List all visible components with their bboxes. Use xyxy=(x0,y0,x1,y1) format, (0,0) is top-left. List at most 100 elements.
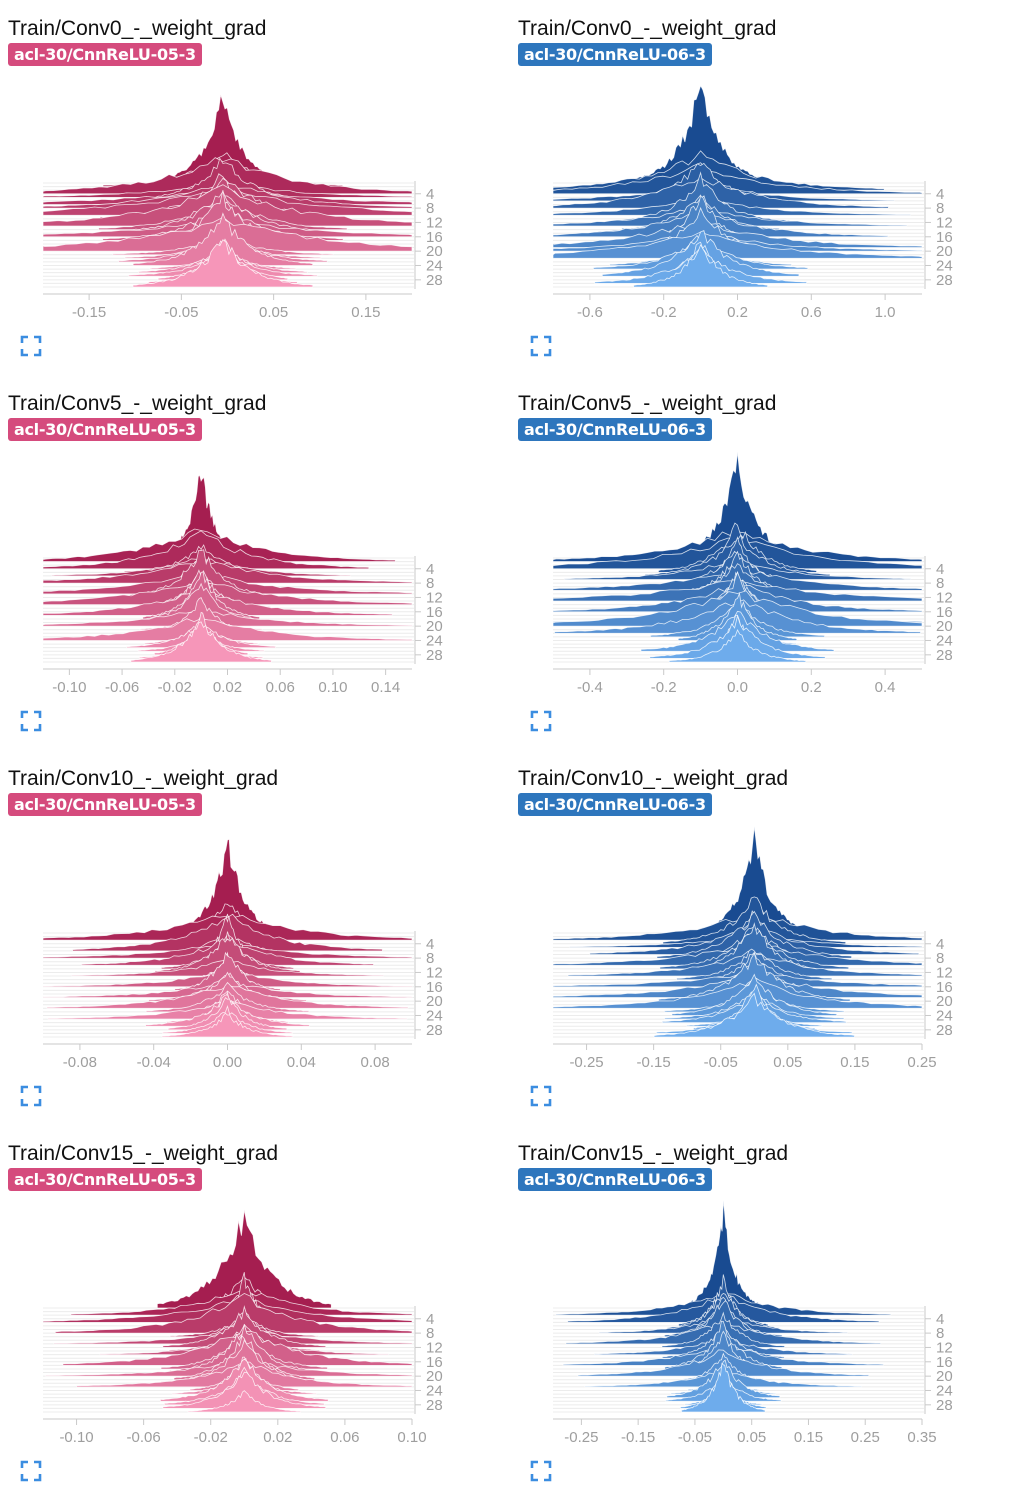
step-label: 16 xyxy=(936,604,953,621)
step-distribution xyxy=(686,1200,761,1309)
step-label: 12 xyxy=(936,589,953,606)
step-label: 12 xyxy=(936,1339,953,1356)
step-label: 12 xyxy=(426,214,443,231)
step-label: 4 xyxy=(426,561,434,578)
chart-title: Train/Conv10_-_weight_grad xyxy=(8,767,279,790)
step-label: 8 xyxy=(936,1325,944,1342)
x-tick-label: 0.15 xyxy=(840,1054,869,1071)
chart-title: Train/Conv15_-_weight_grad xyxy=(518,1142,789,1165)
histogram-card: Train/Conv0_-_weight_grad acl-30/CnnReLU-… xyxy=(510,0,1015,372)
step-label: 4 xyxy=(936,936,944,953)
x-tick-label: 0.08 xyxy=(360,1054,389,1071)
chart-title: Train/Conv5_-_weight_grad xyxy=(8,392,267,415)
step-label: 20 xyxy=(426,243,443,260)
step-label: 8 xyxy=(936,575,944,592)
fullscreen-icon[interactable] xyxy=(20,1460,42,1482)
x-tick-label: 0.15 xyxy=(794,1429,823,1446)
histogram-card: Train/Conv0_-_weight_grad acl-30/CnnReLU-… xyxy=(0,0,505,372)
step-label: 8 xyxy=(936,950,944,967)
fullscreen-icon[interactable] xyxy=(20,710,42,732)
step-distribution xyxy=(161,1012,294,1038)
x-tick-label: -0.25 xyxy=(569,1054,603,1071)
step-distribution xyxy=(187,1390,301,1413)
step-label: 4 xyxy=(426,186,434,203)
step-label: 24 xyxy=(426,257,443,274)
x-tick-label: 0.2 xyxy=(801,679,822,696)
step-distribution xyxy=(156,1209,332,1309)
x-tick-label: -0.15 xyxy=(621,1429,655,1446)
x-tick-label: -0.05 xyxy=(704,1054,738,1071)
step-distribution xyxy=(681,1362,766,1413)
x-tick-label: 0.4 xyxy=(875,679,896,696)
x-tick-label: -0.15 xyxy=(637,1054,671,1071)
run-badge: acl-30/CnnReLU-06-3 xyxy=(518,1168,712,1191)
step-label: 8 xyxy=(426,950,434,967)
step-label: 28 xyxy=(936,1022,953,1039)
fullscreen-icon[interactable] xyxy=(20,335,42,357)
step-label: 28 xyxy=(426,272,443,289)
x-tick-label: -0.10 xyxy=(59,1429,93,1446)
run-badge: acl-30/CnnReLU-06-3 xyxy=(518,43,712,66)
step-label: 8 xyxy=(426,1325,434,1342)
x-tick-label: 0.15 xyxy=(351,304,380,321)
fullscreen-icon[interactable] xyxy=(20,1085,42,1107)
step-label: 16 xyxy=(936,1354,953,1371)
step-label: 16 xyxy=(426,229,443,246)
fullscreen-icon[interactable] xyxy=(530,710,552,732)
fullscreen-icon[interactable] xyxy=(530,335,552,357)
step-label: 4 xyxy=(936,186,944,203)
run-badge: acl-30/CnnReLU-06-3 xyxy=(518,418,712,441)
step-distribution xyxy=(653,992,855,1038)
step-label: 28 xyxy=(426,1022,443,1039)
step-distribution xyxy=(552,177,889,209)
x-tick-label: -0.6 xyxy=(577,304,603,321)
x-tick-label: 0.10 xyxy=(318,679,347,696)
step-label: 12 xyxy=(426,964,443,981)
step-label: 24 xyxy=(426,632,443,649)
x-tick-label: -0.25 xyxy=(564,1429,598,1446)
step-label: 4 xyxy=(936,561,944,578)
chart-title: Train/Conv5_-_weight_grad xyxy=(518,392,777,415)
step-label: 16 xyxy=(426,604,443,621)
step-label: 16 xyxy=(426,1354,443,1371)
x-tick-label: -0.05 xyxy=(164,304,198,321)
histogram-card: Train/Conv10_-_weight_grad acl-30/CnnReLU… xyxy=(510,750,1015,1122)
step-label: 20 xyxy=(936,993,953,1010)
x-tick-label: -0.2 xyxy=(651,304,677,321)
step-label: 24 xyxy=(426,1382,443,1399)
x-tick-label: -0.15 xyxy=(72,304,106,321)
step-label: 28 xyxy=(936,272,953,289)
step-distribution xyxy=(42,581,413,606)
step-label: 16 xyxy=(936,979,953,996)
x-tick-label: 0.6 xyxy=(801,304,822,321)
x-tick-label: -0.08 xyxy=(63,1054,97,1071)
x-tick-label: 0.25 xyxy=(851,1429,880,1446)
step-label: 12 xyxy=(426,1339,443,1356)
run-badge: acl-30/CnnReLU-06-3 xyxy=(518,793,712,816)
fullscreen-icon[interactable] xyxy=(530,1085,552,1107)
x-tick-label: 0.02 xyxy=(263,1429,292,1446)
x-tick-label: -0.02 xyxy=(194,1429,228,1446)
x-tick-label: -0.05 xyxy=(678,1429,712,1446)
x-tick-label: 0.25 xyxy=(907,1054,936,1071)
histogram-card: Train/Conv5_-_weight_grad acl-30/CnnReLU-… xyxy=(510,375,1015,747)
x-tick-label: 1.0 xyxy=(875,304,896,321)
fullscreen-icon[interactable] xyxy=(530,1460,552,1482)
step-distribution xyxy=(632,84,769,184)
x-tick-label: -0.10 xyxy=(52,679,86,696)
step-distribution xyxy=(54,1292,413,1334)
step-label: 16 xyxy=(426,979,443,996)
step-distribution xyxy=(552,219,923,248)
step-distribution xyxy=(668,629,807,663)
x-tick-label: -0.4 xyxy=(577,679,603,696)
step-label: 16 xyxy=(936,229,953,246)
histogram-card: Train/Conv15_-_weight_grad acl-30/CnnReLU… xyxy=(510,1125,1015,1497)
step-label: 8 xyxy=(426,200,434,217)
step-label: 12 xyxy=(426,589,443,606)
step-distribution xyxy=(552,150,885,191)
x-tick-label: 0.05 xyxy=(737,1429,766,1446)
